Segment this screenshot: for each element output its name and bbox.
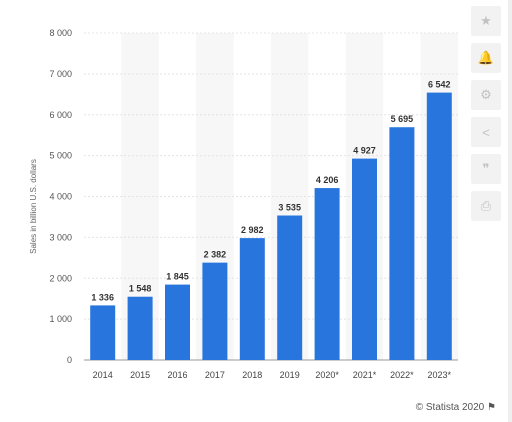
bar[interactable]: [165, 284, 190, 360]
y-tick-label: 2 000: [49, 273, 72, 283]
bar[interactable]: [127, 296, 153, 360]
bar[interactable]: [314, 188, 340, 360]
x-tick-label: 2015: [130, 370, 150, 380]
y-tick-label: 5 000: [49, 151, 72, 161]
y-axis-label: Sales in billion U.S. dollars: [29, 159, 38, 254]
data-label: 6 542: [428, 80, 451, 90]
bar[interactable]: [239, 238, 265, 360]
data-label: 1 548: [129, 284, 152, 294]
bars: [90, 92, 452, 360]
x-tick-label: 2017: [205, 370, 225, 380]
y-tick-label: 3 000: [49, 232, 72, 242]
side-toolbar: ★ 🔔 ⚙ < ❞ ⎙: [467, 6, 505, 228]
bar[interactable]: [352, 158, 377, 360]
bar[interactable]: [426, 92, 452, 360]
y-axis-ticks: 0 1 000 2 000 3 000 4 000 5 000 6 000 7 000 8 00…: [49, 28, 72, 365]
data-label: 1 845: [166, 272, 189, 282]
y-tick-label: 4 000: [49, 192, 72, 202]
x-tick-label: 2023*: [428, 370, 452, 380]
y-tick-label: 6 000: [49, 110, 72, 120]
quote-icon: ❞: [482, 161, 490, 176]
y-tick-label: 1 000: [49, 314, 72, 324]
data-label: 2 982: [241, 225, 264, 235]
data-label: 5 695: [391, 114, 414, 124]
y-tick-label: 8 000: [49, 28, 72, 38]
bar[interactable]: [202, 262, 228, 360]
data-label: 4 206: [316, 175, 339, 185]
flag-icon[interactable]: ⚑: [487, 402, 496, 413]
cite-button[interactable]: ❞: [471, 154, 501, 184]
bar[interactable]: [277, 215, 303, 360]
data-labels: 1 336 1 548 1 845 2 382 2 982 3 535 4 206 4 927…: [91, 80, 450, 303]
x-tick-label: 2018: [242, 370, 262, 380]
x-axis-ticks: 2014 2015 2016 2017 2018 2019 2020* 2021* 2022* 2…: [93, 370, 452, 380]
x-tick-label: 2019: [280, 370, 300, 380]
x-tick-label: 2016: [167, 370, 187, 380]
x-tick-label: 2020*: [315, 370, 339, 380]
x-tick-label: 2022*: [390, 370, 414, 380]
y-tick-label: 7 000: [49, 69, 72, 79]
print-button[interactable]: ⎙: [471, 191, 501, 221]
gear-icon: ⚙: [480, 87, 492, 102]
favorite-button[interactable]: ★: [471, 6, 501, 36]
bar[interactable]: [90, 305, 116, 360]
data-label: 4 927: [353, 146, 376, 156]
data-label: 1 336: [91, 292, 114, 302]
bell-icon: 🔔: [477, 50, 495, 65]
printer-icon: ⎙: [480, 198, 492, 213]
bar[interactable]: [389, 127, 415, 360]
star-icon: ★: [480, 13, 492, 28]
right-border: [508, 0, 512, 422]
data-label: 2 382: [204, 250, 227, 260]
statista-credit[interactable]: © Statista 2020 ⚑: [416, 402, 496, 413]
share-icon: <: [482, 124, 490, 140]
credit-text[interactable]: © Statista 2020: [415, 402, 485, 413]
x-tick-label: 2014: [93, 370, 113, 380]
y-tick-label: 0: [67, 355, 72, 365]
x-tick-label: 2021*: [353, 370, 377, 380]
notification-button[interactable]: 🔔: [471, 43, 501, 73]
settings-button[interactable]: ⚙: [471, 80, 501, 110]
data-label: 3 535: [278, 203, 301, 213]
share-button[interactable]: <: [471, 117, 501, 147]
